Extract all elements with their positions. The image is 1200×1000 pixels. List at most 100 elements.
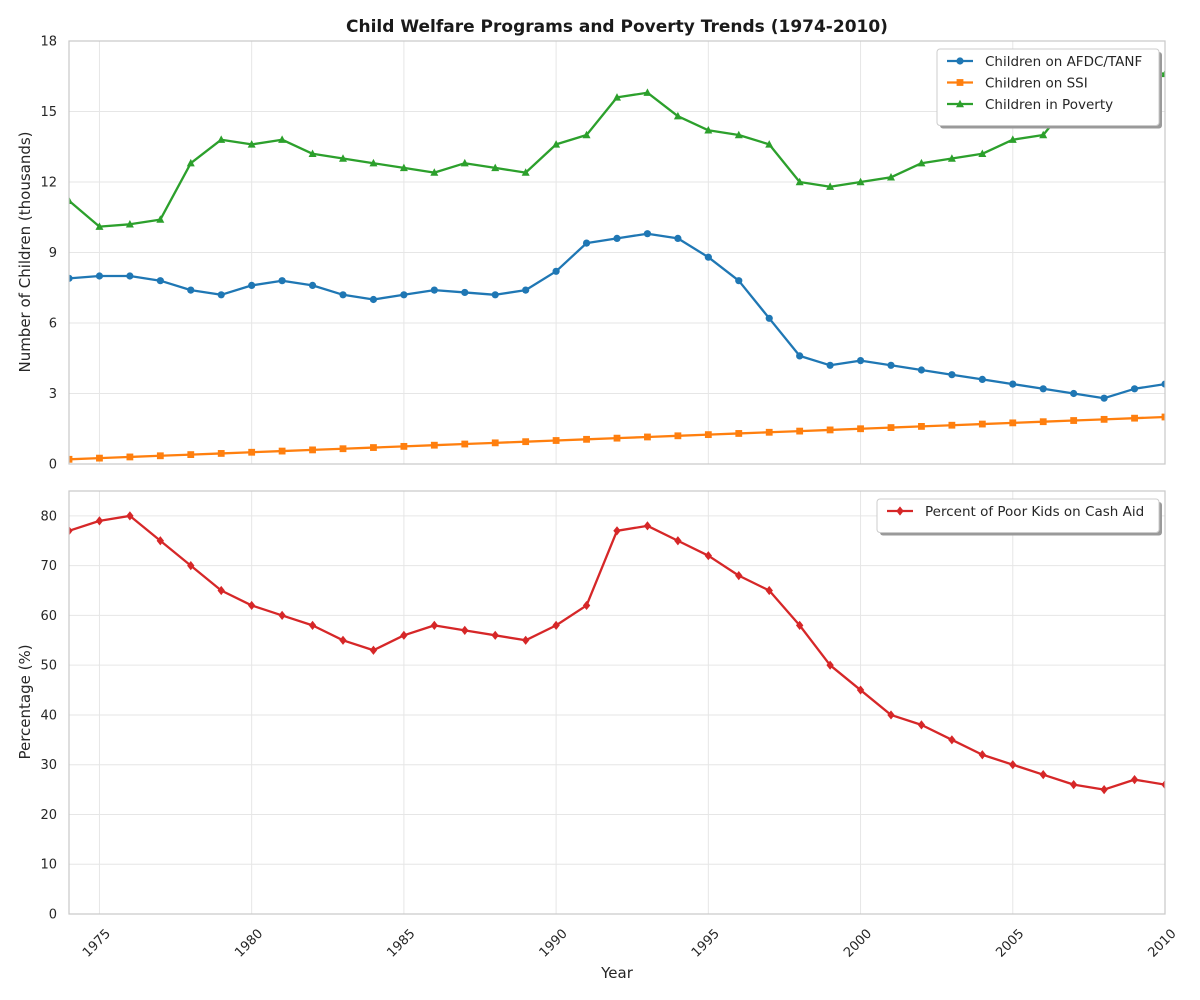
data-point [978, 750, 987, 760]
bottom-y-tick-label: 60 [40, 609, 57, 624]
data-point [69, 196, 73, 204]
data-point [1130, 775, 1139, 785]
legend-label: Percent of Poor Kids on Cash Aid [925, 504, 1144, 520]
data-point [795, 177, 804, 186]
data-point [704, 431, 712, 439]
series-markers-children-in-poverty [69, 64, 1165, 230]
data-point [248, 448, 256, 456]
data-point [491, 291, 499, 299]
data-point [704, 253, 712, 261]
x-tick-label: 1990 [537, 927, 571, 961]
top-panel-grid [69, 40, 1166, 465]
data-point [674, 234, 682, 242]
data-point [278, 447, 286, 455]
data-point [96, 454, 103, 462]
data-point [978, 420, 986, 428]
bottom-panel-plot-area [69, 511, 1165, 795]
legend-label: Children on SSI [985, 75, 1088, 91]
legend-label: Children on AFDC/TANF [985, 54, 1142, 70]
data-point [643, 88, 652, 96]
data-point [278, 135, 287, 143]
data-point [339, 291, 347, 299]
bottom-y-tick-label: 40 [40, 708, 57, 723]
data-point [460, 158, 469, 167]
data-point [309, 446, 316, 454]
data-point [674, 536, 682, 546]
top-y-tick-label: 12 [40, 176, 57, 191]
data-point [857, 425, 864, 433]
bottom-y-tick-label: 10 [40, 858, 57, 873]
data-point [369, 645, 378, 655]
top-y-tick-label: 3 [49, 387, 57, 402]
data-point [795, 620, 804, 630]
bottom-panel-frame [68, 490, 1166, 915]
data-point [217, 450, 225, 457]
data-point [735, 571, 743, 581]
data-point [552, 267, 560, 275]
data-point [69, 455, 73, 463]
data-point [826, 426, 834, 434]
legend-marker [956, 79, 964, 86]
data-point [887, 173, 895, 181]
data-point [126, 453, 134, 461]
data-point [1130, 385, 1139, 393]
data-point [217, 585, 225, 596]
data-point [1008, 135, 1017, 143]
data-point [735, 277, 743, 285]
series-line-percent-of-poor-kids-on-cash-aid [69, 514, 1165, 791]
data-point [156, 452, 164, 460]
data-point [156, 215, 165, 223]
data-point [308, 281, 317, 289]
data-point [278, 277, 286, 285]
data-point [583, 435, 590, 443]
data-point [1100, 784, 1108, 795]
x-tick-label: 2005 [993, 927, 1027, 961]
data-point [643, 230, 652, 238]
data-point [674, 432, 682, 440]
data-point [95, 272, 104, 280]
data-point [1039, 385, 1047, 393]
series-markers-percent-of-poor-kids-on-cash-aid [69, 511, 1165, 795]
data-point [156, 536, 165, 546]
series-line-children-on-afdc-tanf [69, 232, 1165, 400]
data-point [187, 561, 195, 571]
data-point [126, 272, 134, 280]
data-point [918, 423, 925, 430]
data-point [978, 375, 986, 383]
data-point [430, 286, 438, 294]
data-point [461, 288, 469, 297]
data-point [1039, 130, 1048, 139]
data-point [247, 600, 256, 611]
top-panel-y-axis-title: Number of Children (thousands) [16, 131, 34, 372]
data-point [948, 421, 956, 429]
data-point [552, 437, 560, 444]
bottom-panel-y-axis-title: Percentage (%) [16, 644, 34, 759]
top-panel-frame [68, 40, 1166, 465]
data-point [1161, 780, 1165, 790]
data-point [947, 154, 956, 162]
data-point [1039, 418, 1047, 426]
bottom-panel: 0 10 20 30 40 50 60 70 80 1975 1980 1985 1990 1995 200… [40, 490, 1180, 961]
data-point [491, 630, 499, 640]
data-point [856, 357, 865, 365]
data-point [1070, 389, 1078, 398]
bottom-y-tick-label: 80 [40, 509, 57, 524]
series-markers-children-on-afdc-tanf [69, 230, 1165, 402]
series-markers-children-on-ssi [69, 413, 1165, 463]
top-y-tick-label: 9 [49, 246, 57, 261]
data-point [765, 428, 773, 436]
top-y-tick-label: 15 [40, 105, 57, 120]
data-point [248, 281, 256, 289]
data-point [887, 424, 895, 431]
data-point [613, 234, 621, 242]
data-point [69, 274, 73, 282]
data-point [582, 600, 591, 611]
data-point [1131, 414, 1138, 422]
data-point [1009, 419, 1017, 427]
data-point [735, 430, 743, 437]
legend-label: Children in Poverty [985, 97, 1113, 113]
data-point [1161, 380, 1165, 388]
data-point [552, 140, 561, 148]
chart-title: Child Welfare Programs and Poverty Trend… [346, 17, 888, 37]
